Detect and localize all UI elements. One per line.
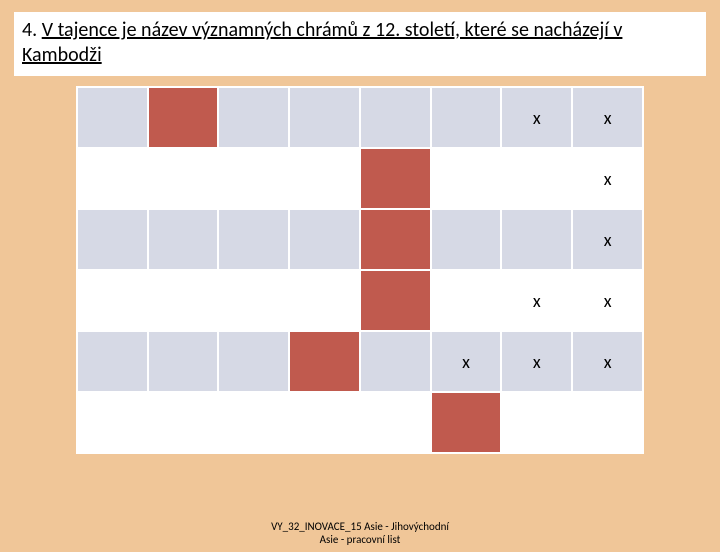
grid-cell [289, 209, 360, 270]
grid-cell [148, 331, 219, 392]
grid-cell [218, 270, 289, 331]
task-title-box: 4. V tajence je název významných chrámů … [14, 12, 706, 76]
grid-cell [289, 270, 360, 331]
solution-cell [289, 331, 360, 392]
task-title: 4. V tajence je název významných chrámů … [22, 18, 698, 68]
grid-row [77, 392, 643, 453]
grid-cell [148, 270, 219, 331]
grid-cell [289, 148, 360, 209]
solution-cell [431, 392, 502, 453]
grid-cell [77, 270, 148, 331]
grid-cell: x [501, 87, 572, 148]
grid-cell: x [572, 148, 643, 209]
grid-cell [77, 331, 148, 392]
grid-cell [431, 148, 502, 209]
solution-cell [360, 270, 431, 331]
footer-line-1: VY_32_INOVACE_15 Asie - Jihovýchodní [0, 520, 720, 533]
grid-cell [501, 209, 572, 270]
grid-cell: x [572, 331, 643, 392]
grid-row: x [77, 209, 643, 270]
grid-row: xx [77, 87, 643, 148]
grid-cell [572, 392, 643, 453]
grid-cell [431, 87, 502, 148]
grid-cell [501, 392, 572, 453]
grid-cell: x [501, 270, 572, 331]
solution-cell [148, 87, 219, 148]
crossword-grid: xxxxxxxxx [76, 86, 644, 454]
grid-cell [148, 392, 219, 453]
grid-cell [77, 392, 148, 453]
grid-cell [148, 148, 219, 209]
grid-cell [218, 392, 289, 453]
grid-cell [501, 148, 572, 209]
grid-cell [289, 392, 360, 453]
footer-line-2: Asie - pracovní list [0, 533, 720, 546]
grid-cell [360, 392, 431, 453]
grid-cell [289, 87, 360, 148]
grid-cell [218, 331, 289, 392]
grid-cell: x [572, 270, 643, 331]
solution-cell [360, 148, 431, 209]
grid-cell [77, 148, 148, 209]
task-number: 4. [22, 18, 37, 42]
grid-row: x [77, 148, 643, 209]
grid-cell [77, 209, 148, 270]
grid-cell [218, 209, 289, 270]
grid-row: xxx [77, 331, 643, 392]
grid-cell: x [572, 87, 643, 148]
grid-cell: x [501, 331, 572, 392]
grid-cell [218, 87, 289, 148]
grid-cell [148, 209, 219, 270]
grid-cell [360, 87, 431, 148]
task-text: V tajence je název významných chrámů z 1… [22, 18, 622, 67]
grid-cell [431, 209, 502, 270]
grid-cell [360, 331, 431, 392]
grid-row: xx [77, 270, 643, 331]
crossword-grid-wrap: xxxxxxxxx [76, 86, 644, 454]
grid-cell [431, 270, 502, 331]
footer: VY_32_INOVACE_15 Asie - Jihovýchodní Asi… [0, 520, 720, 546]
grid-cell: x [431, 331, 502, 392]
grid-cell [218, 148, 289, 209]
solution-cell [360, 209, 431, 270]
grid-cell: x [572, 209, 643, 270]
grid-cell [77, 87, 148, 148]
